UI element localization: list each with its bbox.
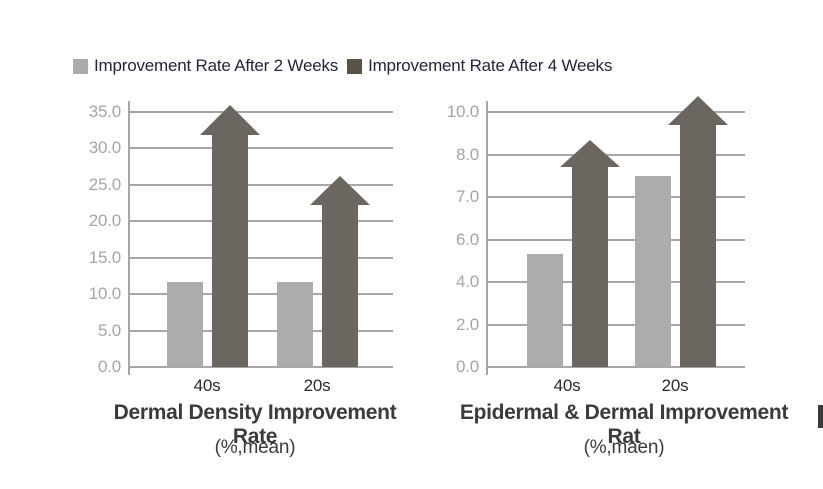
chart-title-right: Epidermal & Dermal Improvement Rat xyxy=(459,401,789,448)
gridline xyxy=(129,329,393,332)
legend-label-2-weeks: Improvement Rate After 2 Weeks xyxy=(94,56,339,75)
y-tick-label: 4.0 xyxy=(455,272,479,291)
arrow-up-head-20s xyxy=(309,175,370,205)
legend-item-4-weeks: Improvement Rate After 4 Weeks xyxy=(347,56,612,76)
y-tick-label: 10.0 xyxy=(88,284,121,304)
chart-subtitle-right: (%,maen) xyxy=(583,437,665,458)
gridline xyxy=(487,281,745,283)
bar-2-weeks-40s xyxy=(166,281,203,367)
arrow-up-head-40s xyxy=(199,104,260,135)
y-tick-label: 25.0 xyxy=(88,174,121,194)
y-tick-label: 15.0 xyxy=(88,247,121,267)
y-tick-label: 0.0 xyxy=(97,357,121,376)
plot-area-right xyxy=(486,95,745,375)
gridline xyxy=(129,183,393,186)
y-tick-label: 8.0 xyxy=(455,144,479,164)
y-tick-label: 2.0 xyxy=(455,314,479,334)
arrow-bar-4-weeks-40s xyxy=(211,134,248,367)
bar-2-weeks-20s xyxy=(276,281,313,367)
arrow-bar-4-weeks-20s xyxy=(679,124,716,367)
plot-area-left xyxy=(128,101,393,375)
x-category-label-40s: 40s xyxy=(553,376,581,395)
y-tick-label: 6.0 xyxy=(455,229,479,249)
gridline xyxy=(129,366,393,368)
y-tick-label: 5.0 xyxy=(97,320,121,340)
arrow-up-head-40s xyxy=(559,140,620,168)
chart-legend: Improvement Rate After 2 Weeks Improveme… xyxy=(73,56,621,76)
y-axis-line xyxy=(486,101,488,375)
gridline xyxy=(487,323,745,326)
arrow-bar-4-weeks-40s xyxy=(571,167,608,367)
arrow-up-head-20s xyxy=(667,95,728,125)
y-tick-label: 7.0 xyxy=(455,187,479,206)
x-category-label-20s: 20s xyxy=(661,376,689,395)
y-tick-label: 20.0 xyxy=(88,211,121,231)
gridline xyxy=(487,196,745,198)
legend-swatch-2-weeks-icon xyxy=(73,58,88,74)
gridline xyxy=(487,111,745,113)
y-tick-label: 10.0 xyxy=(446,102,479,121)
legend-swatch-4-weeks-icon xyxy=(347,58,363,74)
gridline xyxy=(129,220,393,223)
arrow-bar-4-weeks-20s xyxy=(321,204,358,367)
gridline xyxy=(129,111,393,113)
gridline xyxy=(487,238,745,241)
gridline xyxy=(487,366,745,368)
y-tick-label: 35.0 xyxy=(88,102,121,121)
y-axis-line xyxy=(128,101,130,375)
bar-2-weeks-40s xyxy=(526,254,563,367)
gridline xyxy=(129,293,393,296)
x-category-label-20s: 20s xyxy=(303,376,331,395)
y-tick-label: 0.0 xyxy=(455,357,479,376)
chart-title-left: Dermal Density Improvement Rate xyxy=(113,401,397,448)
bar-2-weeks-20s xyxy=(634,175,671,367)
gridline xyxy=(129,256,393,259)
legend-label-4-weeks: Improvement Rate After 4 Weeks xyxy=(368,56,613,75)
y-tick-label: 30.0 xyxy=(88,138,121,158)
chart-subtitle-left: (%,mean) xyxy=(214,437,296,458)
gridline xyxy=(487,153,745,156)
gridline xyxy=(129,147,393,150)
x-category-label-40s: 40s xyxy=(193,376,221,395)
legend-item-2-weeks: Improvement Rate After 2 Weeks xyxy=(73,56,338,76)
clipped-letter-fragment xyxy=(818,405,823,428)
